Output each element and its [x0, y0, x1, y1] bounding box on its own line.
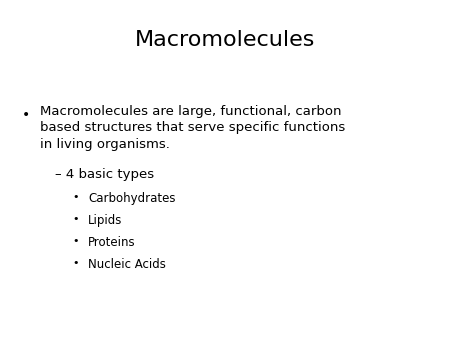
Text: Macromolecules are large, functional, carbon
based structures that serve specifi: Macromolecules are large, functional, ca…	[40, 105, 345, 151]
Text: Lipids: Lipids	[88, 214, 122, 227]
Text: Macromolecules: Macromolecules	[135, 30, 315, 50]
Text: •: •	[22, 108, 30, 122]
Text: •: •	[72, 192, 78, 202]
Text: Nucleic Acids: Nucleic Acids	[88, 258, 166, 271]
Text: •: •	[72, 236, 78, 246]
Text: •: •	[72, 214, 78, 224]
Text: – 4 basic types: – 4 basic types	[55, 168, 154, 181]
Text: Proteins: Proteins	[88, 236, 135, 249]
Text: Carbohydrates: Carbohydrates	[88, 192, 176, 205]
Text: •: •	[72, 258, 78, 268]
